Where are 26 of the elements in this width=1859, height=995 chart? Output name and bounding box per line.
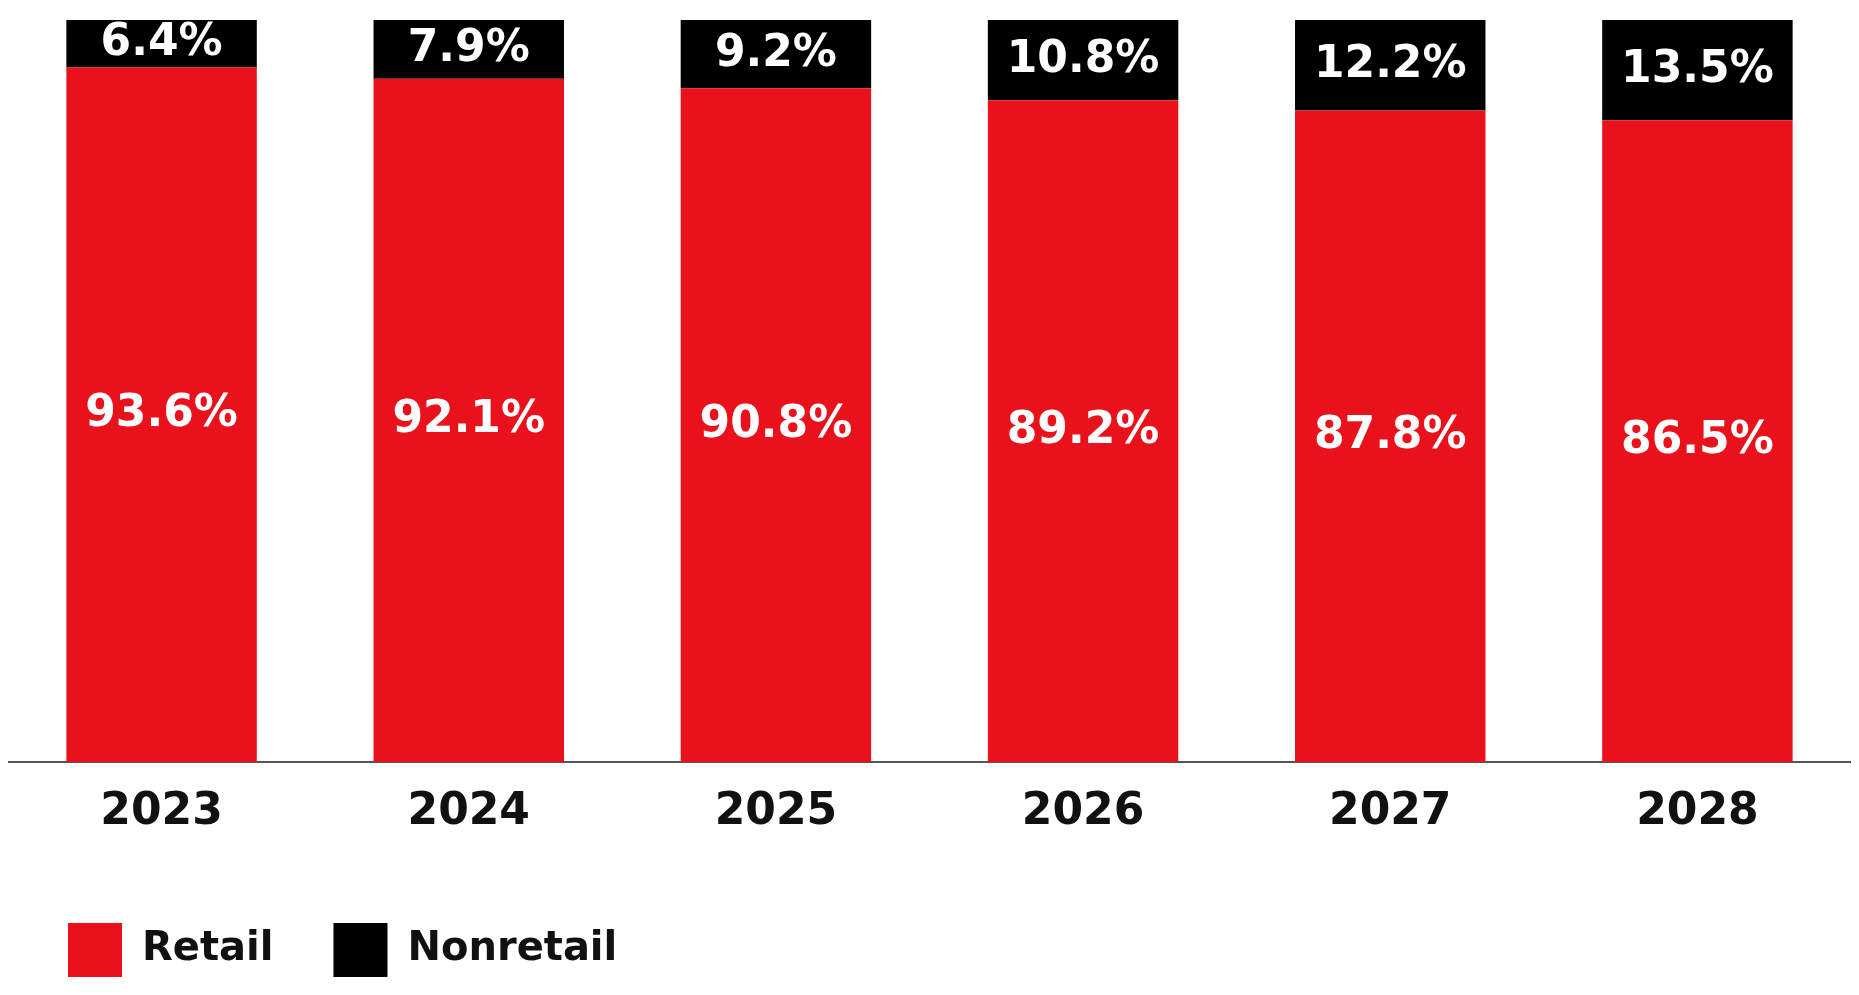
data-label: 9.2%	[714, 24, 837, 76]
data-label: 87.8%	[1313, 406, 1467, 458]
data-label: 86.5%	[1621, 411, 1774, 463]
bar	[373, 78, 564, 763]
data-label: 10.8%	[1006, 30, 1160, 82]
data-label: 93.6%	[85, 385, 238, 437]
x-tick-label: 2025	[714, 783, 838, 835]
x-tick-label: 2028	[1636, 783, 1759, 835]
x-tick-label: 2024	[407, 783, 530, 835]
legend-label: Nonretail	[407, 923, 618, 970]
legend-label: Retail	[142, 923, 274, 970]
data-label: 6.4%	[100, 14, 223, 66]
data-label: 92.1%	[392, 390, 546, 442]
bar	[1295, 110, 1486, 763]
bar	[680, 88, 872, 763]
bar	[1602, 120, 1793, 763]
data-label: 89.2%	[1006, 401, 1160, 453]
bar	[987, 100, 1179, 763]
bar	[66, 67, 257, 763]
x-tick-label: 2023	[100, 783, 223, 835]
data-label: 12.2%	[1313, 35, 1467, 87]
x-tick-label: 2027	[1329, 783, 1452, 835]
data-label: 7.9%	[407, 19, 530, 71]
x-tick-label: 2026	[1021, 783, 1145, 835]
data-label: 90.8%	[699, 395, 853, 447]
data-label: 13.5%	[1621, 40, 1774, 92]
